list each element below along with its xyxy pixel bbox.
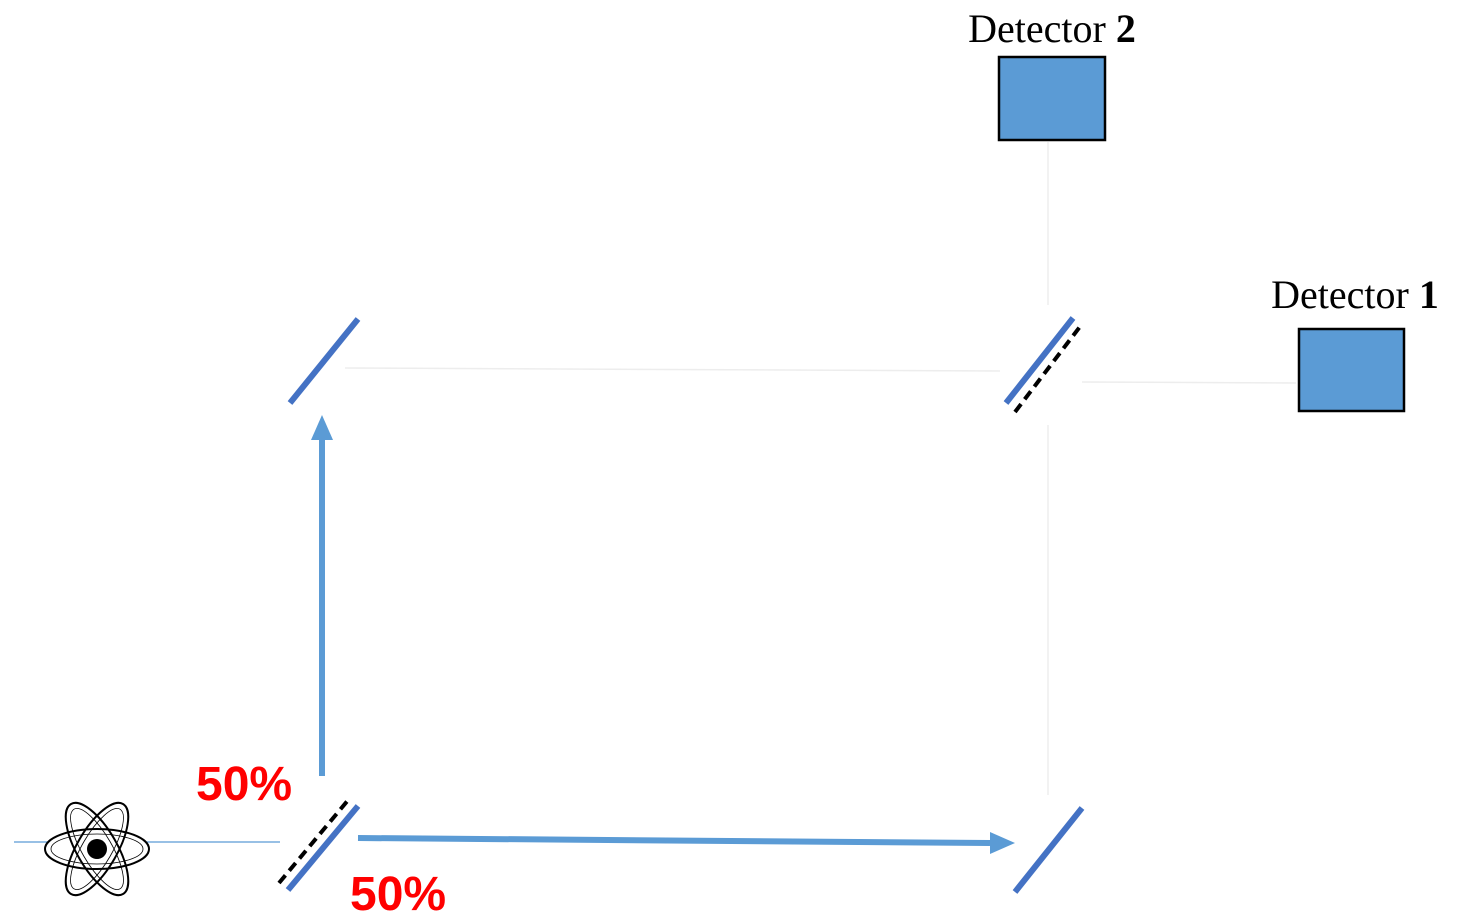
faint-path-top xyxy=(344,367,1001,372)
beam-right xyxy=(357,832,1015,854)
beam-splitter-2 xyxy=(1003,316,1084,414)
split-label-upper: 50% xyxy=(196,758,292,811)
mirror-top-left xyxy=(287,317,361,405)
detector-2-label: Detector 2 xyxy=(968,6,1136,51)
atom-icon xyxy=(44,801,150,897)
beam-up xyxy=(311,415,333,776)
beam-splitter-1 xyxy=(277,797,361,892)
detector-1-label: Detector 1 xyxy=(1271,272,1439,317)
faint-path-to-detector-1 xyxy=(1081,381,1297,384)
detector-2-box xyxy=(997,55,1107,142)
mirror-bottom-right xyxy=(1012,806,1085,894)
detector-1-box xyxy=(1297,327,1406,413)
split-label-lower: 50% xyxy=(350,868,446,917)
faint-paths xyxy=(344,142,1297,795)
